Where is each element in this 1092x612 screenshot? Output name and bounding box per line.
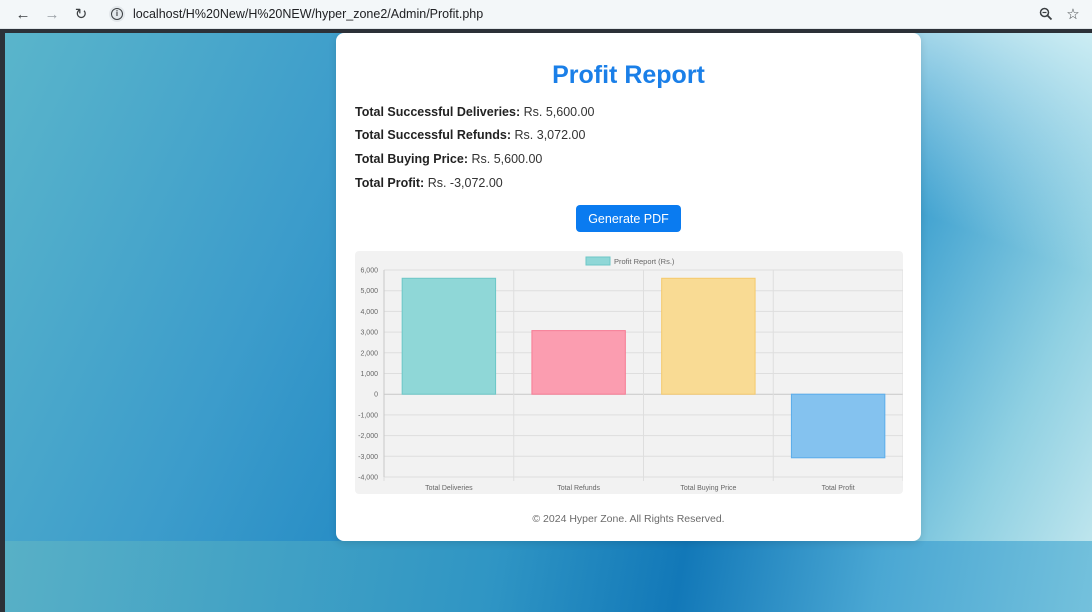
stat-buying-price: Total Buying Price: Rs. 5,600.00: [355, 152, 542, 166]
page-viewport: Profit Report Total Successful Deliverie…: [5, 33, 1092, 612]
y-tick-label: 5,000: [360, 288, 378, 295]
y-tick-label: -1,000: [358, 412, 378, 419]
profit-bar-chart: Profit Report (Rs.) 6,000 5,000 4,000 3,000 2…: [358, 256, 904, 492]
y-tick-label: 0: [374, 392, 378, 399]
bar: [790, 393, 886, 459]
reload-icon[interactable]: ↻: [74, 5, 88, 23]
y-tick-label: 1,000: [360, 371, 378, 378]
stat-label: Total Profit:: [355, 176, 425, 190]
report-card: Profit Report Total Successful Deliverie…: [336, 33, 921, 541]
zoom-icon[interactable]: [1036, 4, 1056, 24]
stat-label: Total Successful Deliveries:: [355, 105, 521, 119]
stat-value: Rs. 5,600.00: [471, 152, 543, 166]
x-tick-label: Total Profit: [822, 485, 855, 492]
bookmark-star-icon[interactable]: ☆: [1066, 5, 1080, 23]
generate-pdf-button[interactable]: Generate PDF: [576, 205, 681, 232]
address-bar[interactable]: i localhost/H%20New/H%20NEW/hyper_zone2/…: [104, 2, 974, 26]
page-title: Profit Report: [552, 61, 705, 89]
browser-toolbar: ← → ↻ i localhost/H%20New/H%20NEW/hyper_…: [0, 0, 1092, 29]
bar: [661, 277, 756, 395]
y-tick-label: -4,000: [358, 475, 378, 482]
y-tick-label: 2,000: [360, 350, 378, 357]
stat-refunds: Total Successful Refunds: Rs. 3,072.00: [355, 128, 585, 142]
back-icon[interactable]: ←: [15, 5, 31, 23]
profit-chart: Profit Report (Rs.) 6,000 5,000 4,000 3,000 2…: [355, 251, 904, 494]
stat-value: Rs. 5,600.00: [523, 105, 595, 119]
url-text[interactable]: localhost/H%20New/H%20NEW/hyper_zone2/Ad…: [133, 7, 484, 21]
x-tick-label: Total Buying Price: [680, 485, 736, 492]
y-tick-label: 6,000: [360, 268, 378, 275]
y-tick-label: 4,000: [360, 309, 378, 316]
site-info-icon[interactable]: i: [109, 6, 125, 22]
legend-label: Profit Report (Rs.): [614, 257, 675, 266]
y-tick-label: 3,000: [360, 330, 378, 337]
stat-deliveries: Total Successful Deliveries: Rs. 5,600.0…: [355, 105, 595, 119]
y-tick-label: -2,000: [358, 433, 378, 440]
x-tick-label: Total Refunds: [557, 485, 600, 492]
stat-profit: Total Profit: Rs. -3,072.00: [355, 176, 503, 190]
bar: [531, 330, 626, 395]
forward-icon[interactable]: →: [44, 5, 60, 23]
x-tick-label: Total Deliveries: [425, 485, 473, 492]
bar: [401, 277, 497, 395]
stat-value: Rs. -3,072.00: [427, 176, 503, 190]
y-tick-label: -3,000: [358, 454, 378, 461]
footer-text: © 2024 Hyper Zone. All Rights Reserved.: [532, 513, 725, 525]
stat-value: Rs. 3,072.00: [514, 128, 586, 142]
stat-label: Total Successful Refunds:: [355, 128, 512, 142]
stat-label: Total Buying Price:: [355, 152, 468, 166]
legend-swatch: [585, 256, 611, 266]
